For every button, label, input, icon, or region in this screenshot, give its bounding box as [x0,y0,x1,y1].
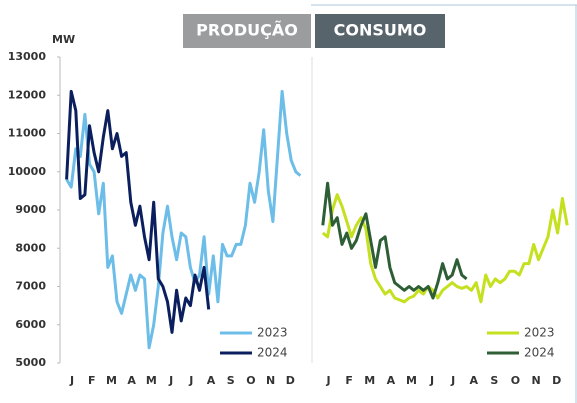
y-tick-label: 10000 [8,165,47,178]
x-tick-label: A [387,374,396,387]
y-tick-label: 12000 [8,88,47,101]
x-tick-label: N [531,374,540,387]
tab-consumption [315,14,445,48]
legend-label: 2024 [524,346,555,360]
x-tick-label: J [168,374,173,387]
x-tick-label: S [227,374,235,387]
x-tick-label: A [127,374,136,387]
x-tick-label: J [450,374,455,387]
x-tick-label: A [207,374,216,387]
series-line [65,89,211,334]
legend-label: 2024 [257,346,288,360]
x-tick-label: F [88,374,96,387]
y-tick-label: 7000 [15,280,46,293]
series-line [65,89,302,350]
x-tick-label: J [325,374,330,387]
y-axis-label: MW [52,33,75,46]
x-tick-label: O [246,374,255,387]
tab-title: PRODUÇÃO [196,21,298,40]
y-tick-label: 8000 [15,241,46,254]
x-tick-label: J [429,374,434,387]
legend-label: 2023 [524,326,555,340]
series-line [321,181,468,300]
y-tick-label: 11000 [8,127,47,140]
x-tick-label: N [266,374,275,387]
x-tick-label: F [345,374,353,387]
x-tick-label: M [406,374,417,387]
y-tick-label: 6000 [15,318,46,331]
tab-production [183,14,311,48]
y-tick-label: 9000 [15,203,46,216]
x-tick-label: M [364,374,375,387]
x-tick-label: M [106,374,117,387]
x-tick-label: J [188,374,193,387]
x-tick-label: S [490,374,498,387]
x-tick-label: J [69,374,74,387]
x-tick-label: M [146,374,157,387]
x-tick-label: A [469,374,478,387]
series-line [321,193,569,304]
y-tick-label: 5000 [15,356,46,369]
x-tick-label: D [552,374,561,387]
x-tick-label: O [511,374,520,387]
y-tick-label: 13000 [8,50,47,63]
x-tick-label: D [286,374,295,387]
tab-title: CONSUMO [334,21,427,40]
legend-label: 2023 [257,326,288,340]
